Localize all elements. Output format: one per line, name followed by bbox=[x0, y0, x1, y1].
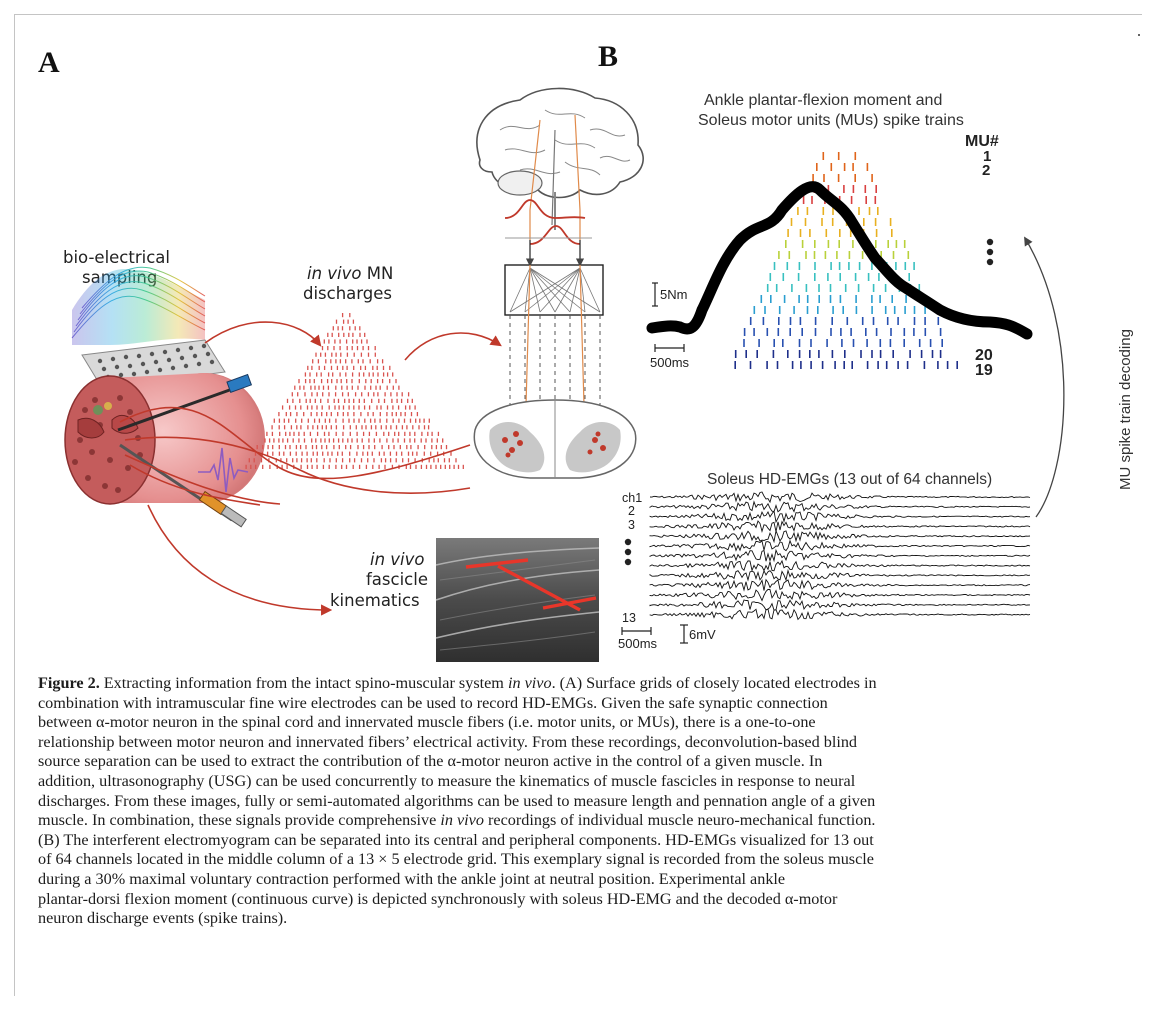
panel-b-title-line2: Soleus motor units (MUs) spike trains bbox=[698, 112, 964, 129]
figure-2-illustration: bio-electrical sampling in vivo MN disch… bbox=[63, 87, 1134, 662]
emg-scale-label: 6mV bbox=[689, 627, 716, 642]
mn-discharges-label-line1: in vivo MN bbox=[307, 264, 393, 283]
emg-channel-1-label: ch1 bbox=[622, 491, 642, 505]
emg-channel-trace bbox=[649, 559, 1031, 572]
panel-a-arrows bbox=[119, 321, 502, 616]
caption-line-7: discharges. From these images, fully or … bbox=[38, 791, 876, 810]
panel-b-illustration: Ankle plantar-flexion moment and Soleus … bbox=[618, 92, 1134, 651]
moment-scale-bar bbox=[652, 282, 658, 307]
mu-index-1: 1 bbox=[983, 148, 991, 165]
panel-a-letter: A bbox=[38, 46, 60, 79]
panel-b-title-line1: Ankle plantar-flexion moment and bbox=[704, 92, 942, 109]
mu-ellipsis-dots bbox=[986, 238, 994, 266]
caption-line-13: neuron discharge events (spike trains). bbox=[38, 909, 288, 928]
emg-channel-trace bbox=[649, 520, 1031, 533]
emg-channel-trace bbox=[649, 588, 1031, 602]
figure-caption: Figure 2. Extracting information from th… bbox=[38, 674, 1133, 929]
corner-dot bbox=[1138, 34, 1140, 36]
brain-icon bbox=[476, 87, 644, 230]
mu-spike-trains bbox=[734, 152, 959, 369]
time-scale-label-bottom: 500ms bbox=[618, 636, 658, 651]
decoding-label: MU spike train decoding bbox=[1117, 329, 1134, 490]
caption-line-8: muscle. In combination, these signals pr… bbox=[38, 811, 876, 830]
caption-line-11: during a 30% maximal voluntary contracti… bbox=[38, 869, 786, 888]
mu-index-20: 20 bbox=[975, 347, 993, 364]
emg-channel-2-label: 2 bbox=[628, 504, 635, 518]
panel-b-letter: B bbox=[598, 40, 619, 73]
time-scale-label-top: 500ms bbox=[650, 355, 690, 370]
fascicle-label-line2: fascicle bbox=[366, 570, 428, 589]
moment-curve bbox=[646, 181, 1033, 340]
figure-frame-left bbox=[14, 14, 15, 996]
time-scale-bar-top bbox=[654, 344, 685, 352]
time-scale-bar-bottom bbox=[621, 624, 688, 644]
input-distributions bbox=[504, 199, 592, 245]
mu-index-2: 2 bbox=[982, 162, 990, 179]
emg-channel-trace bbox=[649, 568, 1031, 582]
emg-channel-13-label: 13 bbox=[622, 611, 636, 625]
emg-ellipsis-dots bbox=[624, 538, 632, 566]
caption-line-6: addition, ultrasonography (USG) can be u… bbox=[38, 771, 856, 790]
caption-line-9: (B) The interferent electromyogram can b… bbox=[38, 830, 874, 849]
emg-channel-trace bbox=[649, 510, 1031, 524]
caption-line-5: source separation can be used to extract… bbox=[38, 752, 823, 771]
limb-cross-section bbox=[64, 373, 265, 505]
caption-line-1: Figure 2. Extracting information from th… bbox=[38, 674, 877, 692]
fascicle-label-line1: in vivo bbox=[370, 550, 425, 569]
figure-frame-top bbox=[14, 14, 1142, 15]
emg-channel-trace bbox=[649, 599, 1031, 611]
emg-channel-trace bbox=[649, 539, 1031, 552]
emg-channel-trace bbox=[649, 491, 1031, 504]
corticospinal-fibers bbox=[529, 114, 581, 240]
emg-channel-trace bbox=[649, 529, 1031, 544]
mu-header: MU# bbox=[965, 133, 999, 150]
caption-line-12: plantar-dorsi flexion moment (continuous… bbox=[38, 889, 838, 908]
caption-line-10: of 64 channels located in the middle col… bbox=[38, 850, 874, 869]
emg-channel-trace bbox=[649, 548, 1031, 563]
caption-line-3: between α-motor neuron in the spinal cor… bbox=[38, 713, 816, 732]
moment-scale-label: 5Nm bbox=[660, 287, 687, 302]
emg-channel-trace bbox=[649, 500, 1031, 513]
emg-waveform bbox=[198, 447, 249, 493]
bio-electrical-label: bio-electrical bbox=[63, 248, 170, 267]
emg-title: Soleus HD-EMGs (13 out of 64 channels) bbox=[707, 471, 992, 488]
figure-label: Figure 2. bbox=[38, 674, 100, 692]
mn-discharge-raster bbox=[245, 313, 464, 469]
hd-emg-traces bbox=[649, 491, 1031, 621]
emg-channel-trace bbox=[649, 608, 1031, 621]
mu-index-19: 19 bbox=[975, 362, 993, 379]
emg-channel-trace bbox=[649, 578, 1031, 592]
caption-line-2: combination with intramuscular fine wire… bbox=[38, 693, 828, 712]
mn-discharges-label-line2: discharges bbox=[303, 284, 392, 303]
ultrasound-image bbox=[435, 538, 600, 662]
emg-channel-3-label: 3 bbox=[628, 518, 635, 532]
spinal-cord-section bbox=[473, 399, 637, 479]
emg-surface-map bbox=[71, 266, 206, 345]
panel-a-illustration: bio-electrical sampling in vivo MN disch… bbox=[63, 87, 644, 662]
caption-line-4: relationship between motor neuron and in… bbox=[38, 732, 858, 751]
decoding-arrow bbox=[1024, 236, 1065, 518]
fascicle-label-line3: kinematics bbox=[330, 591, 420, 610]
